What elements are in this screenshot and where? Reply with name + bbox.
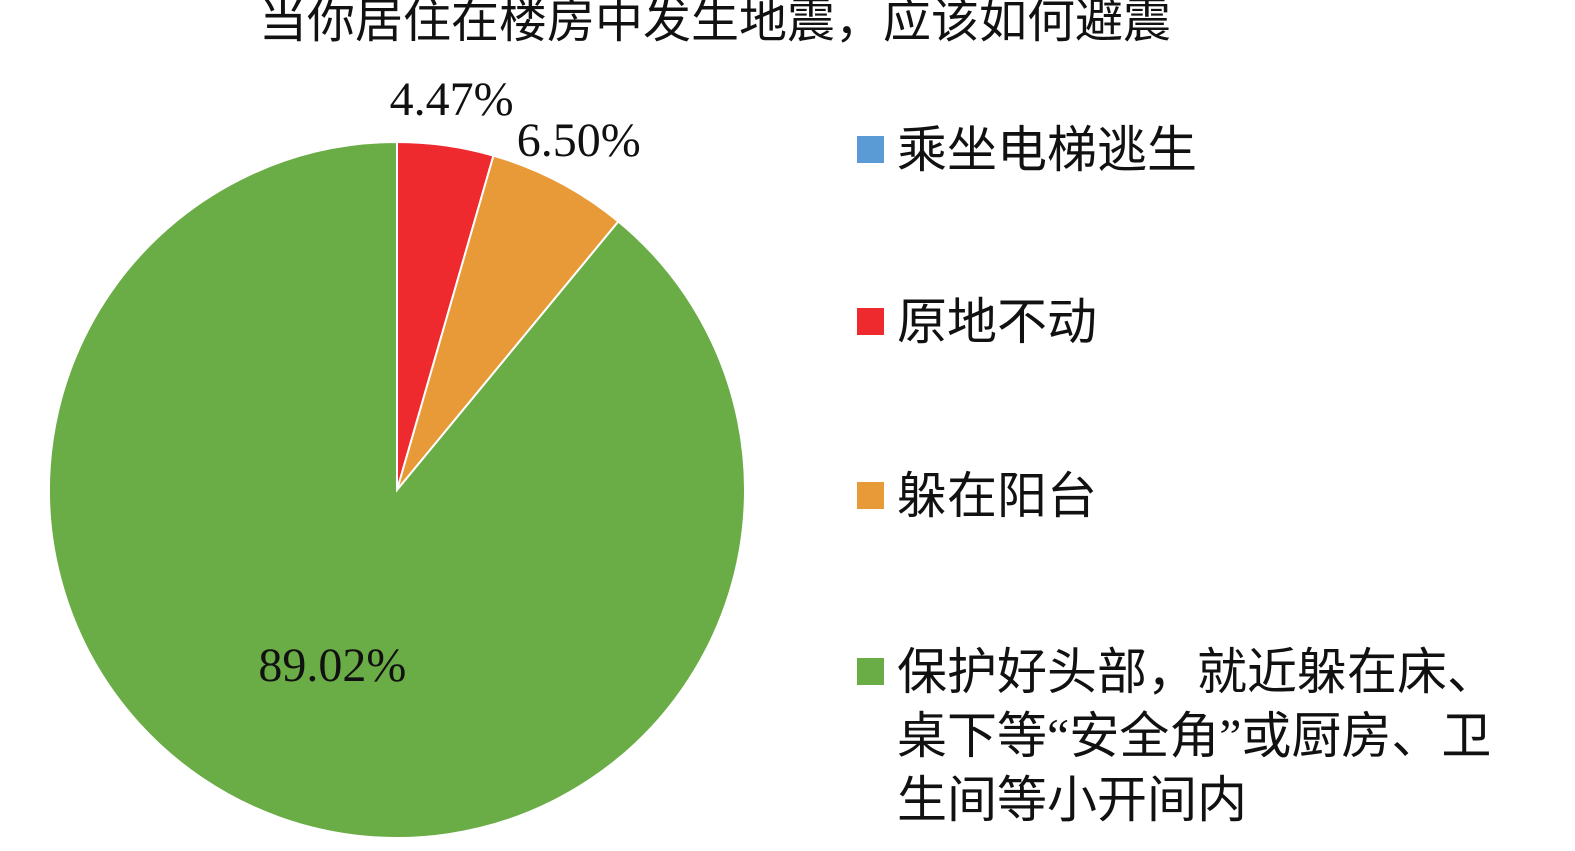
chart-title: 当你居住在楼房中发生地震，应该如何避震 <box>259 0 1171 48</box>
legend-label: 原地不动 <box>897 294 1097 350</box>
data-label: 89.02% <box>258 639 406 692</box>
legend-swatch <box>857 136 884 163</box>
legend-swatch <box>857 658 884 685</box>
legend-swatch <box>857 482 884 509</box>
legend-label: 保护好头部，就近躲在床、桌下等“安全角”或厨房、卫生间等小开间内 <box>897 644 1497 828</box>
legend-label: 乘坐电梯逃生 <box>897 122 1197 178</box>
legend-item: 乘坐电梯逃生 <box>857 118 1537 182</box>
data-label: 6.50% <box>517 114 641 167</box>
legend: 乘坐电梯逃生 原地不动躲在阳台保护好头部，就近躲在床、桌下等“安全角”或厨房、卫生… <box>857 118 1537 832</box>
data-label: 4.47% <box>390 73 514 126</box>
legend-label: 躲在阳台 <box>897 468 1097 524</box>
legend-swatch <box>857 308 884 335</box>
pie-slice <box>396 154 620 491</box>
pie-slice <box>48 140 746 839</box>
legend-item: 保护好头部，就近躲在床、桌下等“安全角”或厨房、卫生间等小开间内 <box>857 640 1537 832</box>
legend-item: 原地不动 <box>857 290 1537 354</box>
legend-item: 躲在阳台 <box>857 464 1537 528</box>
